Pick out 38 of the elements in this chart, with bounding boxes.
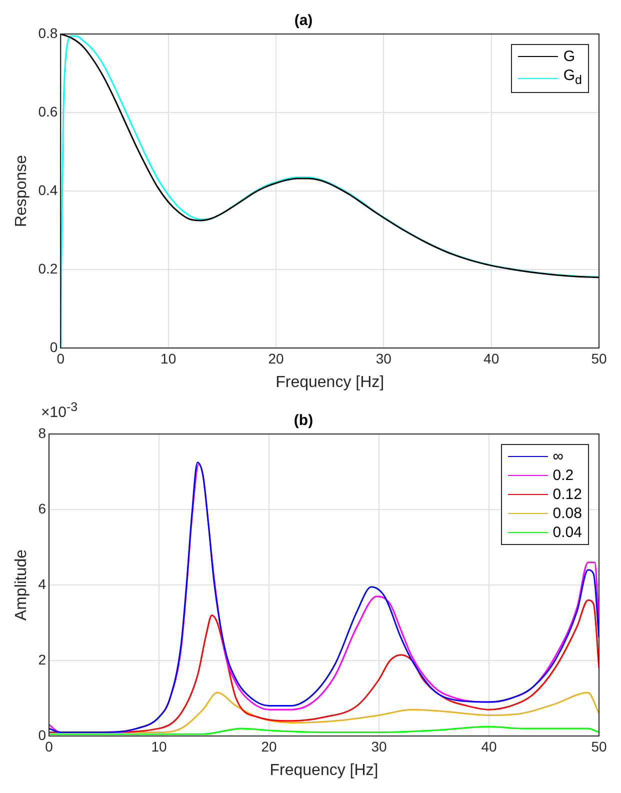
- y-tick-label: 6: [38, 500, 46, 516]
- line-series: [48, 599, 599, 733]
- x-axis-title: Frequency [Hz]: [270, 762, 378, 779]
- chart-title: (b): [294, 412, 314, 430]
- text: ×10$^{-3}$: [40, 400, 78, 421]
- y-tick-label: 8: [38, 424, 46, 441]
- legend-label: 0.2: [552, 466, 574, 485]
- y-axis-title: Response: [13, 154, 30, 228]
- x-tick-label: 40: [484, 350, 500, 366]
- y-tick-label: 0.4: [38, 182, 58, 198]
- y-tick-label: 0: [50, 338, 58, 355]
- legend-label: 0.04: [552, 523, 582, 542]
- x-tick-label: 40: [481, 738, 497, 754]
- legend-label: 0.12: [552, 485, 582, 504]
- y-tick-label: 0.8: [38, 24, 58, 41]
- x-tick-label: 20: [261, 738, 277, 754]
- x-tick-label: 50: [591, 350, 607, 366]
- x-tick-label: 20: [268, 350, 284, 366]
- x-tick-label: 10: [160, 350, 176, 366]
- x-tick-label: 50: [591, 738, 607, 754]
- legend-label: 0.08: [552, 504, 582, 523]
- x-tick-label: 30: [376, 350, 392, 366]
- y-tick-label: 2: [38, 651, 46, 668]
- x-tick-label: 30: [371, 738, 387, 754]
- y-tick-label: 0.2: [38, 260, 58, 276]
- y-tick-label: 0: [38, 726, 46, 743]
- x-axis-title: Frequency [Hz]: [276, 374, 384, 391]
- y-tick-label: 4: [38, 576, 46, 592]
- legend-label: G$_{d}$: [563, 66, 582, 89]
- chart-title: (a): [294, 12, 313, 30]
- x-tick-label: 10: [151, 738, 167, 754]
- line-series: [48, 726, 599, 735]
- line-series: [60, 35, 599, 348]
- line-series: [60, 34, 599, 278]
- legend-label: ∞: [552, 447, 564, 466]
- y-tick-label: 0.6: [38, 103, 58, 120]
- legend-label: G: [563, 47, 576, 66]
- y-axis-title: Amplitude: [13, 549, 30, 621]
